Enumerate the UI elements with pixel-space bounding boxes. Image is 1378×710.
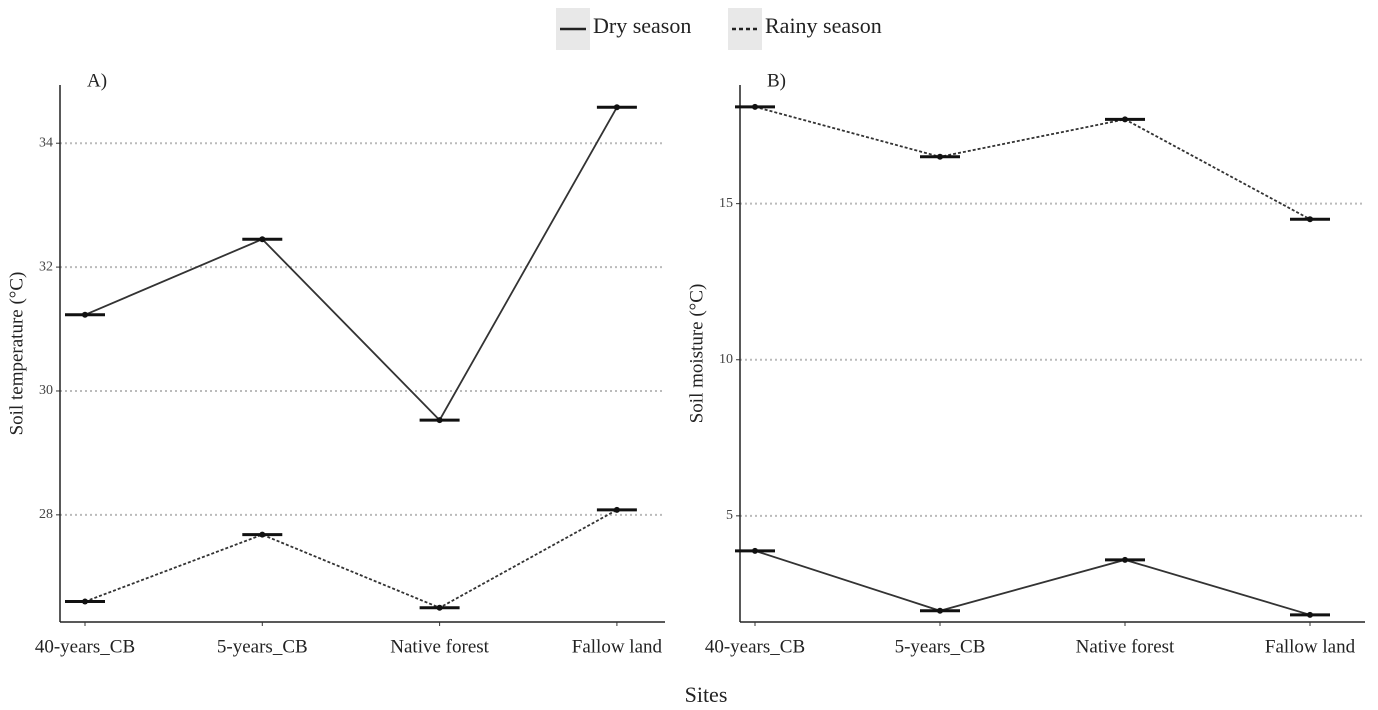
point	[1307, 611, 1313, 618]
point	[937, 607, 943, 614]
point	[613, 104, 620, 111]
y-tick-label: 34	[39, 135, 53, 150]
x-tick-label: Native forest	[390, 636, 489, 657]
point	[1122, 116, 1128, 123]
series-line	[754, 105, 1311, 221]
point	[436, 604, 443, 611]
y-tick-label: 10	[719, 352, 733, 367]
legend-label: Dry season	[593, 13, 691, 38]
series-line	[84, 106, 618, 422]
point	[1122, 556, 1128, 563]
point	[259, 531, 266, 538]
y-tick-label: 32	[39, 259, 53, 274]
y-tick-label: 15	[719, 196, 733, 211]
x-tick-label: 40-years_CB	[705, 636, 805, 657]
point	[937, 153, 943, 160]
panel-title: B)	[767, 70, 786, 91]
y-tick-label: 5	[726, 508, 733, 523]
point	[82, 311, 88, 318]
x-tick-label: 5-years_CB	[217, 636, 308, 657]
x-tick-label: 40-years_CB	[35, 636, 135, 657]
x-tick-label: 5-years_CB	[895, 636, 986, 657]
point	[613, 506, 620, 513]
x-tick-label: Native forest	[1076, 636, 1175, 657]
x-tick-label: Fallow land	[572, 636, 663, 657]
panel-title: A)	[87, 70, 107, 91]
point	[436, 417, 443, 424]
x-axis-label: Sites	[685, 682, 728, 707]
y-tick-label: 30	[39, 383, 53, 398]
x-tick-label: Fallow land	[1265, 636, 1356, 657]
series-line	[84, 509, 618, 609]
point	[752, 547, 758, 554]
y-axis-label: Soil moisture (°C)	[686, 284, 707, 424]
point	[752, 103, 758, 110]
legend-label: Rainy season	[765, 13, 882, 38]
series-line	[754, 549, 1311, 616]
y-tick-label: 28	[39, 507, 53, 522]
point	[1307, 216, 1313, 223]
y-axis-label: Soil temperature (°C)	[6, 272, 27, 436]
point	[259, 236, 266, 243]
point	[82, 598, 88, 605]
